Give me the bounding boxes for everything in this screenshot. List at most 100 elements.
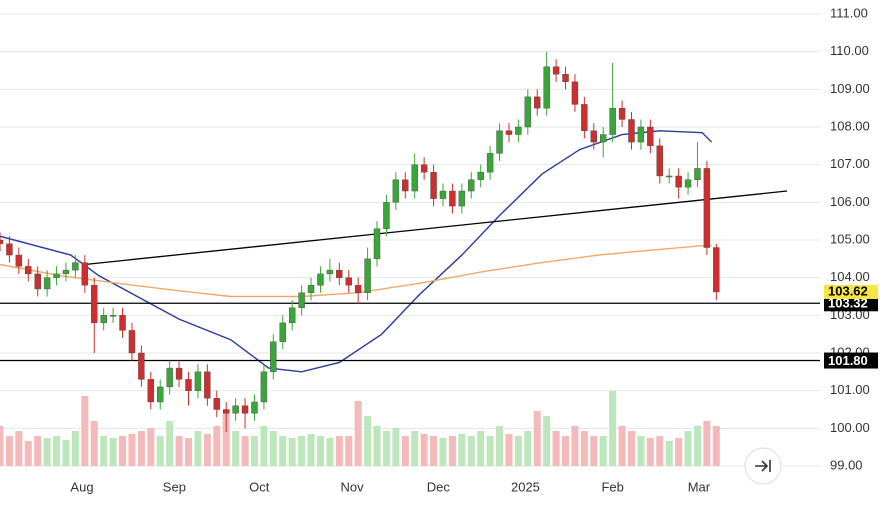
candle-body	[336, 269, 343, 278]
candle-body	[703, 168, 711, 248]
candle-body	[298, 292, 305, 309]
x-tick-label: Nov	[340, 479, 364, 494]
volume-bar	[580, 431, 588, 466]
candle-body	[138, 352, 145, 380]
volume-bar	[486, 436, 494, 466]
volume-bar	[618, 426, 626, 466]
candle-body	[72, 262, 79, 271]
candle-body	[185, 379, 192, 391]
volume-bar	[34, 436, 42, 466]
y-tick-label: 111.00	[830, 5, 868, 20]
volume-bar	[627, 431, 635, 466]
candle-body	[345, 277, 352, 286]
candle-body	[647, 126, 654, 147]
volume-bar	[298, 436, 306, 466]
candle-body	[194, 371, 202, 391]
candle-body	[477, 171, 484, 180]
x-tick-label: Aug	[70, 479, 93, 494]
volume-bar	[543, 416, 551, 466]
candle-body	[684, 179, 692, 188]
volume-bar	[241, 436, 249, 466]
volume-bar	[439, 438, 447, 466]
candle-body	[147, 379, 155, 403]
y-tick-label: 100.00	[830, 420, 870, 435]
candle-body	[270, 341, 277, 373]
y-tick-label: 101.00	[830, 382, 870, 397]
volume-bar	[24, 441, 32, 466]
volume-bar	[90, 421, 98, 466]
volume-bar	[81, 396, 89, 466]
volume-bar	[392, 428, 400, 466]
moving-average	[0, 130, 713, 373]
candle-body	[128, 330, 136, 354]
candle-body	[505, 130, 513, 135]
volume-bar	[15, 431, 23, 466]
y-tick-label: 106.00	[830, 194, 870, 209]
candle-body	[0, 239, 4, 244]
volume-bar	[326, 438, 334, 466]
candle-body	[204, 371, 211, 399]
candle-body	[100, 315, 107, 324]
volume-bar	[307, 434, 315, 466]
candle-body	[373, 228, 381, 260]
candle-body	[449, 190, 456, 207]
candle-body	[279, 322, 286, 342]
candle-body	[166, 367, 173, 388]
volume-bar	[166, 421, 174, 466]
volume-bar	[185, 438, 193, 466]
volume-bar	[411, 431, 419, 466]
volume-bar	[571, 426, 579, 466]
candle-body	[543, 66, 550, 109]
candle-body	[34, 273, 41, 290]
candle-body	[618, 107, 626, 120]
candle-body	[402, 179, 409, 192]
candle-body	[288, 307, 296, 324]
level-label: 101.80	[828, 353, 868, 368]
y-tick-label: 107.00	[830, 156, 870, 171]
volume-bar	[232, 431, 240, 466]
candle-body	[552, 66, 560, 75]
volume-bar	[203, 434, 211, 466]
volume-bar	[364, 416, 372, 466]
candle-body	[364, 258, 371, 293]
candle-body	[420, 164, 428, 173]
button-icon[interactable]	[755, 460, 771, 472]
volume-bar	[373, 426, 381, 466]
volume-bar	[345, 436, 353, 466]
candle-body	[675, 175, 682, 188]
candle-body	[411, 164, 418, 192]
volume-bar	[147, 428, 155, 466]
candle-body	[6, 243, 13, 256]
y-tick-label: 104.00	[830, 269, 870, 284]
volume-bar	[665, 441, 673, 466]
volume-bar	[458, 434, 466, 466]
volume-bar	[119, 436, 127, 466]
expand-button[interactable]	[744, 447, 782, 485]
y-tick-label: 109.00	[830, 81, 870, 96]
volume-bar	[156, 436, 164, 466]
volume-bar	[505, 434, 513, 466]
volume-bar	[646, 438, 654, 466]
volume-bar	[354, 401, 362, 466]
volume-bar	[62, 440, 70, 466]
x-tick-label: Sep	[163, 479, 186, 494]
candle-body	[571, 81, 579, 105]
volume-bar	[260, 426, 268, 466]
candle-body	[713, 247, 720, 293]
candle-body	[600, 134, 607, 143]
candle-body	[354, 285, 362, 293]
volume-bar	[128, 434, 136, 466]
candle-body	[62, 269, 70, 275]
x-tick-label: Feb	[601, 479, 623, 494]
volume-bar	[684, 431, 692, 466]
y-tick-label: 99.00	[830, 457, 863, 472]
candle-body	[562, 74, 569, 83]
candle-body	[81, 262, 89, 286]
volume-bar	[430, 436, 438, 466]
volume-bar	[703, 421, 711, 466]
level-label-box	[824, 295, 878, 312]
candle-body	[458, 190, 466, 207]
x-tick-label: Dec	[427, 479, 451, 494]
volume-bar	[401, 436, 409, 466]
